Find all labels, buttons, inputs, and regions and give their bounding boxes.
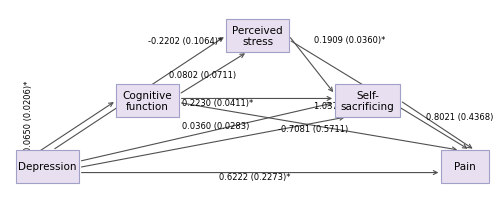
Text: 0.6222 (0.2273)*: 0.6222 (0.2273)* [219,172,291,181]
FancyBboxPatch shape [226,20,289,53]
Text: Depression: Depression [18,162,77,172]
Text: Cognitive
function: Cognitive function [122,90,172,112]
Text: 0.2230 (0.0411)*: 0.2230 (0.0411)* [182,99,254,107]
Text: 0.0360 (0.0283): 0.0360 (0.0283) [182,121,250,130]
FancyBboxPatch shape [335,85,400,117]
Text: 0.8021 (0.4368): 0.8021 (0.4368) [426,113,494,122]
Text: 0.0802 (0.0711): 0.0802 (0.0711) [169,71,236,80]
FancyBboxPatch shape [116,85,179,117]
Text: Pain: Pain [454,162,476,172]
Text: -0.7081 (0.5711): -0.7081 (0.5711) [278,125,348,134]
Text: Self-
sacrificing: Self- sacrificing [340,90,394,112]
Text: 1.0373 (0.3002)*: 1.0373 (0.3002)* [314,101,386,110]
FancyBboxPatch shape [16,150,79,183]
Text: 0.1909 (0.0360)*: 0.1909 (0.0360)* [314,36,386,45]
Text: -0.0650 (0.0206)*: -0.0650 (0.0206)* [24,80,34,154]
FancyBboxPatch shape [442,150,489,183]
Text: Perceived
stress: Perceived stress [232,26,283,47]
Text: -0.2202 (0.1064)*: -0.2202 (0.1064)* [148,37,222,45]
